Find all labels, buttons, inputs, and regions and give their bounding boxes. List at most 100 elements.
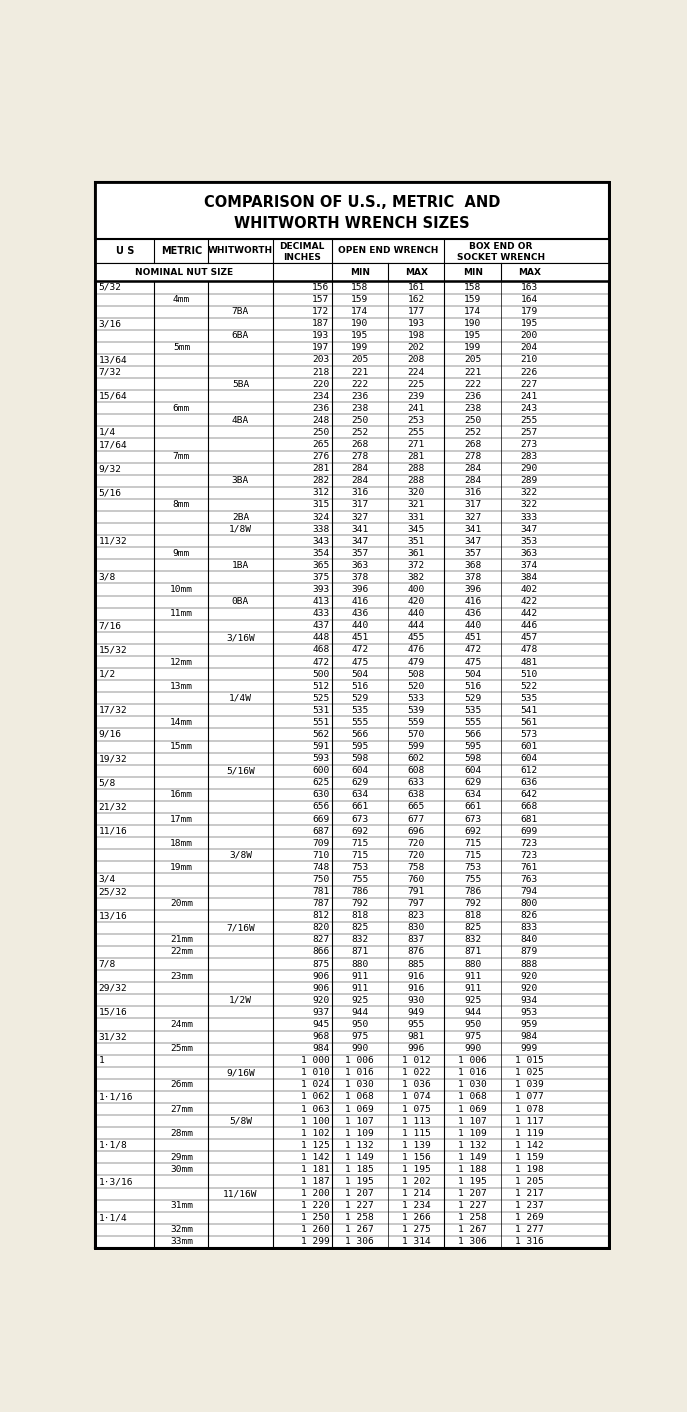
Text: SOCKET WRENCH: SOCKET WRENCH — [457, 253, 545, 263]
Text: 1 036: 1 036 — [402, 1080, 431, 1090]
Text: 440: 440 — [407, 609, 425, 618]
Text: 937: 937 — [312, 1008, 330, 1017]
Text: 17mm: 17mm — [170, 815, 193, 823]
Text: 1 010: 1 010 — [301, 1069, 330, 1077]
Text: 1 006: 1 006 — [458, 1056, 487, 1065]
Text: 911: 911 — [351, 971, 368, 981]
Text: 1 075: 1 075 — [402, 1104, 431, 1114]
Text: 794: 794 — [521, 887, 538, 897]
Text: 800: 800 — [521, 899, 538, 908]
Text: 7/32: 7/32 — [99, 367, 122, 377]
Text: 1 142: 1 142 — [301, 1152, 330, 1162]
Text: 1·1/4: 1·1/4 — [99, 1213, 127, 1223]
Text: 193: 193 — [312, 332, 330, 340]
Text: 525: 525 — [312, 693, 330, 703]
Text: 205: 205 — [464, 356, 482, 364]
Text: 818: 818 — [351, 911, 368, 921]
Text: 1 267: 1 267 — [346, 1226, 374, 1234]
Text: 866: 866 — [312, 947, 330, 956]
Text: 1 185: 1 185 — [346, 1165, 374, 1173]
Text: 709: 709 — [312, 839, 330, 847]
Text: 437: 437 — [312, 621, 330, 630]
Text: 949: 949 — [407, 1008, 425, 1017]
Text: 786: 786 — [351, 887, 368, 897]
Text: 440: 440 — [464, 621, 482, 630]
Text: 541: 541 — [521, 706, 538, 714]
Text: 265: 265 — [312, 441, 330, 449]
Text: 5BA: 5BA — [232, 380, 249, 388]
Text: 832: 832 — [464, 935, 482, 945]
Text: 681: 681 — [521, 815, 538, 823]
Text: 5/32: 5/32 — [99, 282, 122, 292]
Text: 1 198: 1 198 — [515, 1165, 543, 1173]
Text: 448: 448 — [312, 634, 330, 642]
Text: 504: 504 — [464, 669, 482, 679]
Text: 222: 222 — [351, 380, 368, 388]
Text: 1/8W: 1/8W — [229, 525, 252, 534]
Text: 172: 172 — [312, 308, 330, 316]
Text: 11mm: 11mm — [170, 609, 193, 618]
Text: 316: 316 — [464, 489, 482, 497]
Text: 195: 195 — [464, 332, 482, 340]
Text: 608: 608 — [407, 767, 425, 775]
Text: 31mm: 31mm — [170, 1202, 193, 1210]
Text: 30mm: 30mm — [170, 1165, 193, 1173]
Text: 673: 673 — [464, 815, 482, 823]
Text: 539: 539 — [407, 706, 425, 714]
Text: 193: 193 — [407, 319, 425, 328]
Text: 1 195: 1 195 — [346, 1178, 374, 1186]
Text: 758: 758 — [407, 863, 425, 871]
Text: 1/2: 1/2 — [99, 669, 116, 679]
Text: 508: 508 — [407, 669, 425, 679]
Text: 322: 322 — [521, 489, 538, 497]
Text: 199: 199 — [351, 343, 368, 353]
Text: 1 214: 1 214 — [402, 1189, 431, 1199]
Text: 673: 673 — [351, 815, 368, 823]
Text: 32mm: 32mm — [170, 1226, 193, 1234]
Text: 433: 433 — [312, 609, 330, 618]
Text: 1 227: 1 227 — [346, 1202, 374, 1210]
Text: 179: 179 — [521, 308, 538, 316]
Text: 1 149: 1 149 — [346, 1152, 374, 1162]
Text: 3/16: 3/16 — [99, 319, 122, 328]
Text: 7/16W: 7/16W — [226, 923, 255, 932]
Text: 317: 317 — [351, 500, 368, 510]
Text: 573: 573 — [521, 730, 538, 738]
Text: 174: 174 — [351, 308, 368, 316]
Text: 284: 284 — [351, 465, 368, 473]
Text: 12mm: 12mm — [170, 658, 193, 666]
Text: 224: 224 — [407, 367, 425, 377]
Text: 11/32: 11/32 — [99, 537, 127, 545]
Text: 420: 420 — [407, 597, 425, 606]
Text: 911: 911 — [351, 984, 368, 993]
Text: 715: 715 — [464, 839, 482, 847]
Text: 791: 791 — [407, 887, 425, 897]
Text: 164: 164 — [521, 295, 538, 304]
Text: 950: 950 — [464, 1019, 482, 1029]
Text: 630: 630 — [312, 791, 330, 799]
Text: 656: 656 — [312, 802, 330, 812]
Text: 602: 602 — [407, 754, 425, 762]
Text: 875: 875 — [312, 960, 330, 969]
Text: 451: 451 — [351, 634, 368, 642]
Text: 357: 357 — [464, 549, 482, 558]
Text: 374: 374 — [521, 561, 538, 570]
Text: 253: 253 — [407, 417, 425, 425]
Text: 13mm: 13mm — [170, 682, 193, 690]
Text: 1 109: 1 109 — [458, 1128, 487, 1138]
Text: 871: 871 — [351, 947, 368, 956]
Text: 1 069: 1 069 — [346, 1104, 374, 1114]
Text: 1 258: 1 258 — [458, 1213, 487, 1223]
Text: 284: 284 — [464, 476, 482, 486]
Text: 715: 715 — [351, 851, 368, 860]
Text: 29/32: 29/32 — [99, 984, 127, 993]
Text: 382: 382 — [407, 573, 425, 582]
Text: 384: 384 — [521, 573, 538, 582]
Text: 8mm: 8mm — [173, 500, 190, 510]
Text: 195: 195 — [521, 319, 538, 328]
Text: 250: 250 — [312, 428, 330, 436]
Text: 1 107: 1 107 — [346, 1117, 374, 1125]
Text: 1 012: 1 012 — [402, 1056, 431, 1065]
Text: 31/32: 31/32 — [99, 1032, 127, 1041]
Text: 1 156: 1 156 — [402, 1152, 431, 1162]
